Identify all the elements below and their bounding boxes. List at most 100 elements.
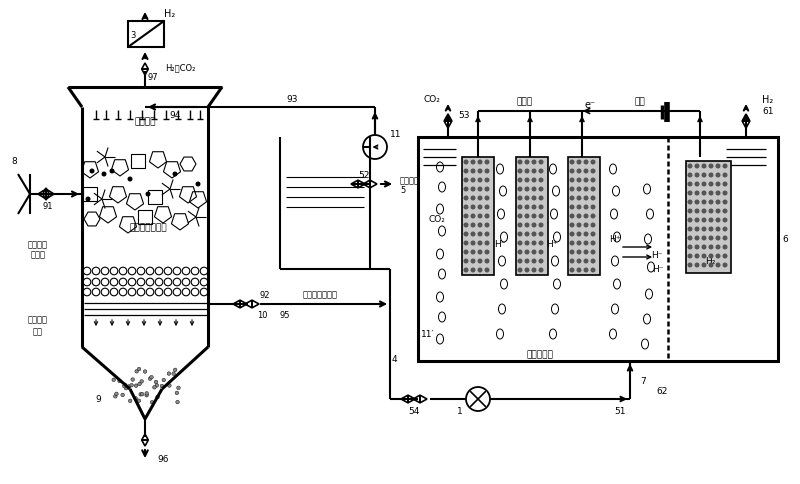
Circle shape xyxy=(525,268,530,273)
Circle shape xyxy=(478,196,482,201)
Circle shape xyxy=(470,160,475,165)
Circle shape xyxy=(715,227,721,232)
Circle shape xyxy=(138,367,141,371)
Circle shape xyxy=(687,218,693,223)
Text: 53: 53 xyxy=(458,110,470,119)
Circle shape xyxy=(570,241,574,246)
Circle shape xyxy=(127,385,130,389)
Circle shape xyxy=(470,259,475,264)
Text: e⁻: e⁻ xyxy=(585,100,595,110)
Circle shape xyxy=(702,200,706,205)
Circle shape xyxy=(122,385,126,388)
Circle shape xyxy=(538,232,543,237)
Circle shape xyxy=(167,384,171,388)
Circle shape xyxy=(195,182,201,187)
Circle shape xyxy=(722,227,727,232)
Circle shape xyxy=(485,268,490,273)
Text: 电源: 电源 xyxy=(634,97,646,106)
Circle shape xyxy=(485,223,490,228)
Text: H⁻: H⁻ xyxy=(652,265,664,274)
Circle shape xyxy=(577,214,582,219)
Circle shape xyxy=(463,241,469,246)
Circle shape xyxy=(715,173,721,178)
Circle shape xyxy=(590,232,595,237)
Circle shape xyxy=(538,223,543,228)
Circle shape xyxy=(131,378,134,381)
Circle shape xyxy=(118,379,122,383)
Bar xyxy=(568,158,600,275)
Circle shape xyxy=(715,218,721,223)
Text: 10: 10 xyxy=(257,311,267,320)
Circle shape xyxy=(583,178,589,183)
Circle shape xyxy=(485,187,490,192)
Circle shape xyxy=(470,250,475,255)
Text: 产氢菌: 产氢菌 xyxy=(30,250,46,259)
Circle shape xyxy=(138,382,142,386)
Circle shape xyxy=(127,177,133,182)
Circle shape xyxy=(687,173,693,178)
Circle shape xyxy=(590,241,595,246)
Circle shape xyxy=(715,200,721,205)
Circle shape xyxy=(525,259,530,264)
Circle shape xyxy=(694,173,699,178)
Circle shape xyxy=(130,384,134,387)
Text: 54: 54 xyxy=(408,407,420,416)
Circle shape xyxy=(463,259,469,264)
Circle shape xyxy=(518,205,522,210)
Circle shape xyxy=(687,164,693,169)
Circle shape xyxy=(478,223,482,228)
Circle shape xyxy=(518,232,522,237)
Circle shape xyxy=(478,241,482,246)
Bar xyxy=(138,211,152,225)
Circle shape xyxy=(570,187,574,192)
Circle shape xyxy=(155,384,158,387)
Circle shape xyxy=(531,205,537,210)
Circle shape xyxy=(485,169,490,174)
Circle shape xyxy=(463,160,469,165)
Text: 厌氧产电菌: 厌氧产电菌 xyxy=(526,350,554,359)
Circle shape xyxy=(694,227,699,232)
Circle shape xyxy=(687,227,693,232)
Circle shape xyxy=(531,160,537,165)
Text: 含有机酸滤滤液: 含有机酸滤滤液 xyxy=(302,290,338,299)
Circle shape xyxy=(709,263,714,268)
Circle shape xyxy=(570,178,574,183)
Circle shape xyxy=(702,236,706,241)
Text: 清水排放: 清水排放 xyxy=(400,176,420,185)
Circle shape xyxy=(702,263,706,268)
Circle shape xyxy=(470,178,475,183)
Circle shape xyxy=(590,223,595,228)
Text: 5: 5 xyxy=(400,186,406,195)
Bar xyxy=(418,138,778,361)
Circle shape xyxy=(715,245,721,250)
Circle shape xyxy=(148,377,152,381)
Circle shape xyxy=(478,214,482,219)
Circle shape xyxy=(485,259,490,264)
Circle shape xyxy=(518,259,522,264)
Circle shape xyxy=(518,178,522,183)
Circle shape xyxy=(145,392,149,395)
Circle shape xyxy=(175,391,178,395)
Circle shape xyxy=(478,205,482,210)
Circle shape xyxy=(518,241,522,246)
Circle shape xyxy=(709,218,714,223)
Circle shape xyxy=(538,268,543,273)
Circle shape xyxy=(722,236,727,241)
Circle shape xyxy=(694,200,699,205)
Circle shape xyxy=(722,245,727,250)
Circle shape xyxy=(709,182,714,187)
Circle shape xyxy=(110,169,114,174)
Circle shape xyxy=(590,169,595,174)
Circle shape xyxy=(531,187,537,192)
Circle shape xyxy=(128,399,132,403)
Circle shape xyxy=(463,223,469,228)
Circle shape xyxy=(485,241,490,246)
Circle shape xyxy=(583,268,589,273)
Circle shape xyxy=(570,259,574,264)
Circle shape xyxy=(123,383,126,387)
Text: H⁺: H⁺ xyxy=(610,235,621,244)
Circle shape xyxy=(722,218,727,223)
Circle shape xyxy=(570,196,574,201)
Circle shape xyxy=(715,263,721,268)
Circle shape xyxy=(531,241,537,246)
